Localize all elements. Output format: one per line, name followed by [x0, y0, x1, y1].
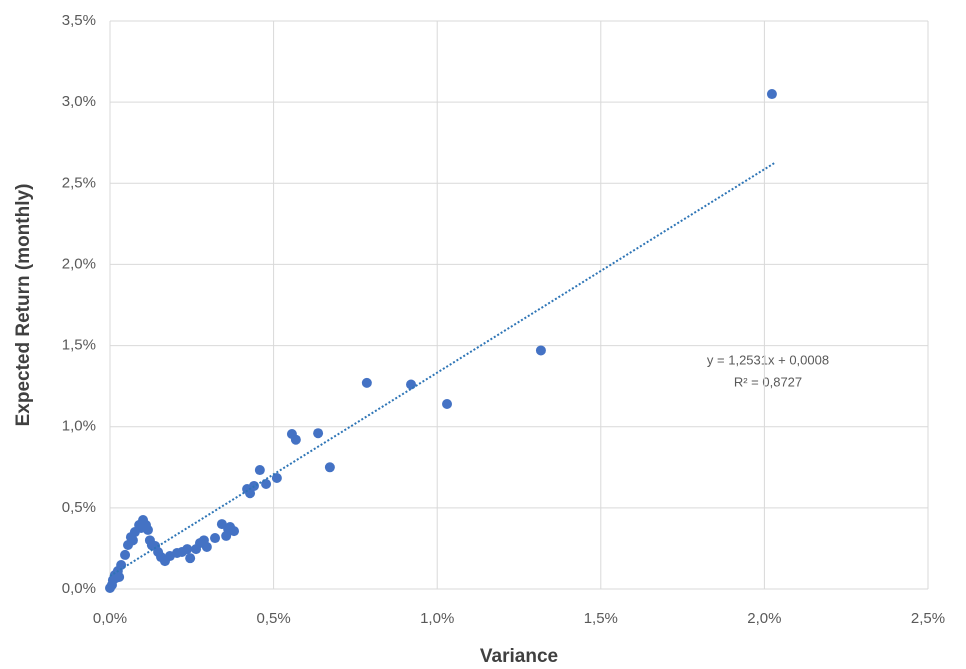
x-tick-label: 0,0%	[93, 610, 127, 627]
y-axis-title: Expected Return (monthly)	[13, 184, 34, 427]
point	[290, 434, 301, 445]
point	[766, 89, 777, 100]
trendline-r-squared: R² = 0,8727	[734, 374, 802, 389]
point	[535, 345, 546, 356]
y-tick-label: 0,0%	[62, 580, 96, 597]
y-tick-label: 3,0%	[62, 93, 96, 110]
x-tick-label: 2,5%	[911, 610, 945, 627]
x-tick-label: 1,0%	[420, 610, 454, 627]
point	[221, 530, 232, 541]
y-tick-label: 2,0%	[62, 255, 96, 272]
point	[313, 428, 324, 439]
y-tick-label: 1,0%	[62, 418, 96, 435]
point	[185, 553, 196, 564]
x-axis-title: Variance	[480, 646, 558, 667]
x-tick-label: 0,5%	[256, 610, 290, 627]
x-tick-label: 1,5%	[584, 610, 618, 627]
point	[191, 544, 202, 555]
point	[120, 549, 131, 560]
point	[125, 532, 136, 543]
x-tick-label: 2,0%	[747, 610, 781, 627]
point	[254, 465, 265, 476]
point	[271, 472, 282, 483]
point	[361, 377, 372, 388]
point	[406, 379, 417, 390]
point	[105, 583, 115, 594]
point	[442, 398, 453, 409]
y-tick-label: 3,5%	[62, 12, 96, 29]
y-tick-label: 2,5%	[62, 174, 96, 191]
point	[122, 540, 133, 551]
y-tick-label: 1,5%	[62, 337, 96, 354]
point	[144, 535, 155, 546]
point	[225, 522, 236, 533]
trendline	[109, 162, 775, 577]
point	[216, 519, 227, 530]
y-tick-label: 0,5%	[62, 499, 96, 516]
point	[210, 533, 221, 544]
point	[324, 462, 335, 473]
trendline-equation: y = 1,2531x + 0,0008	[707, 352, 829, 367]
